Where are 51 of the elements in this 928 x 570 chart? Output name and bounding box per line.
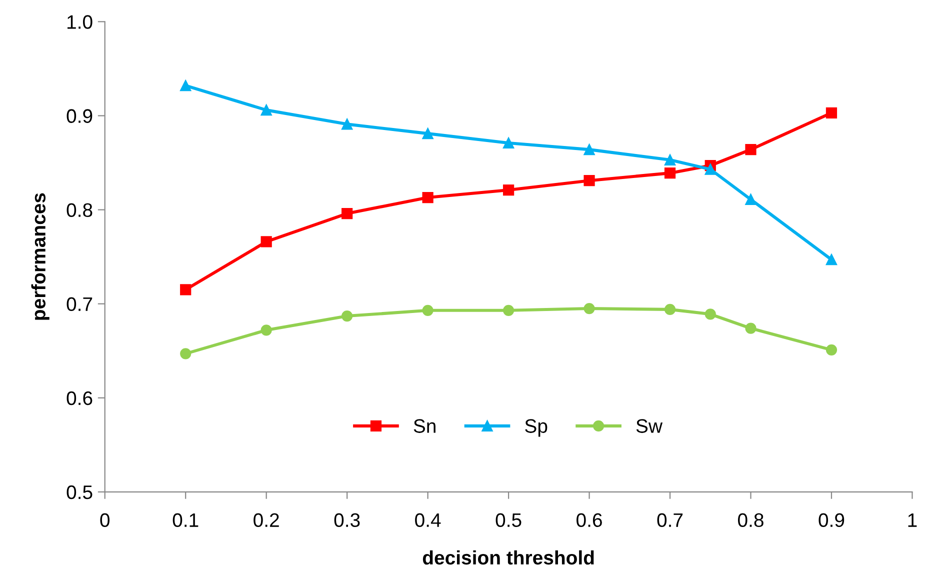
point [422, 128, 434, 140]
point [745, 322, 756, 334]
y-tick-label: 1.0 [68, 15, 92, 29]
legend-label: Sp [525, 419, 548, 437]
x-tick-label: 0.3 [334, 513, 360, 528]
point [342, 118, 353, 130]
point [342, 208, 353, 220]
y-axis-title: performances [31, 193, 50, 320]
x-tick-label: 0.8 [738, 513, 764, 528]
point [704, 164, 716, 175]
x-tick-label: 0.7 [657, 513, 683, 528]
point [260, 104, 272, 116]
x-tick-label: 0.5 [496, 513, 522, 528]
y-tick-label: 0.8 [66, 203, 92, 217]
legend-label: Sn [414, 419, 436, 433]
y-tick-label: 0.7 [66, 297, 92, 312]
point [422, 192, 434, 204]
point [180, 284, 192, 296]
point [704, 308, 716, 320]
x-tick-label: 0.4 [415, 513, 441, 528]
point [826, 344, 838, 356]
point [502, 184, 514, 196]
x-tick-label: 0.9 [818, 513, 844, 528]
point [664, 168, 676, 179]
point [260, 324, 272, 336]
point [826, 254, 838, 266]
point [664, 154, 676, 166]
y-tick-label: 0.9 [66, 109, 92, 123]
point [826, 107, 838, 118]
legend-label: Sw [636, 419, 663, 433]
point [584, 144, 595, 156]
point [180, 348, 192, 360]
point [502, 137, 514, 149]
point [342, 310, 353, 322]
x-tick-label: 0.2 [254, 513, 279, 528]
point [260, 236, 272, 248]
x-axis-title: decision threshold [422, 550, 594, 565]
point [745, 144, 756, 156]
y-tick-label: 0.6 [66, 391, 92, 406]
point [422, 304, 434, 316]
point [584, 175, 595, 186]
point [502, 304, 514, 316]
point [584, 302, 595, 314]
point [180, 80, 192, 92]
x-tick-label: 1 [908, 513, 917, 527]
x-tick-label: 0 [100, 513, 110, 528]
y-tick-label: 0.5 [66, 485, 92, 500]
x-tick-label: 0.6 [576, 513, 602, 528]
point [664, 304, 676, 316]
x-tick-label: 0.1 [172, 513, 198, 528]
point [745, 194, 756, 205]
